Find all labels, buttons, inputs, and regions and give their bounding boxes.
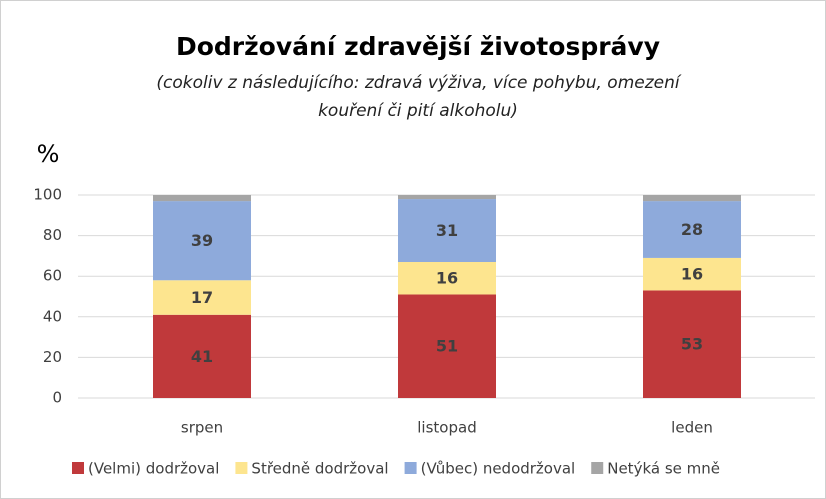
bar-segment — [153, 314, 251, 398]
bar-segment — [398, 294, 496, 398]
data-label: 41 — [191, 347, 213, 366]
data-label: 17 — [191, 288, 213, 307]
x-tick-label: leden — [671, 419, 713, 437]
data-label: 28 — [681, 220, 703, 239]
bar-segment — [153, 201, 251, 281]
bar-segment — [398, 261, 496, 295]
bar-segment — [398, 195, 496, 200]
legend-label: Středně dodržoval — [251, 460, 388, 478]
bar-segment — [153, 280, 251, 315]
legend-swatch — [404, 462, 417, 474]
chart-subtitle: kouření či pití alkoholu) — [318, 101, 518, 121]
data-label: 16 — [681, 265, 703, 284]
x-tick-label: listopad — [417, 419, 476, 437]
legend-label: (Vůbec) nedodržoval — [421, 460, 576, 478]
bar-segment — [398, 199, 496, 262]
y-tick-label: 80 — [43, 226, 62, 244]
y-tick-label: 100 — [33, 186, 62, 204]
y-axis-label: % — [37, 140, 60, 168]
data-label: 51 — [436, 337, 458, 356]
bar-segment — [643, 195, 741, 202]
legend-swatch — [591, 462, 604, 474]
data-label: 53 — [681, 335, 703, 354]
legend-swatch — [72, 462, 84, 474]
chart-title: Dodržování zdravější životosprávy — [176, 32, 660, 61]
bar-segment — [643, 257, 741, 291]
bar-segment — [153, 195, 251, 202]
data-label: 31 — [436, 221, 458, 240]
y-tick-label: 60 — [43, 267, 62, 285]
bar-segment — [643, 201, 741, 258]
y-tick-label: 20 — [43, 348, 62, 366]
bar-segment — [643, 290, 741, 398]
data-label: 16 — [436, 269, 458, 288]
y-tick-label: 40 — [43, 307, 62, 325]
x-tick-label: srpen — [181, 419, 223, 437]
legend-label: Netýká se mně — [607, 460, 720, 478]
y-tick-label: 0 — [52, 389, 62, 407]
legend-label: (Velmi) dodržoval — [88, 460, 219, 478]
data-label: 39 — [191, 231, 213, 250]
chart-subtitle: (cokoliv z následujícího: zdravá výživa,… — [156, 73, 682, 93]
legend-swatch — [235, 462, 248, 474]
